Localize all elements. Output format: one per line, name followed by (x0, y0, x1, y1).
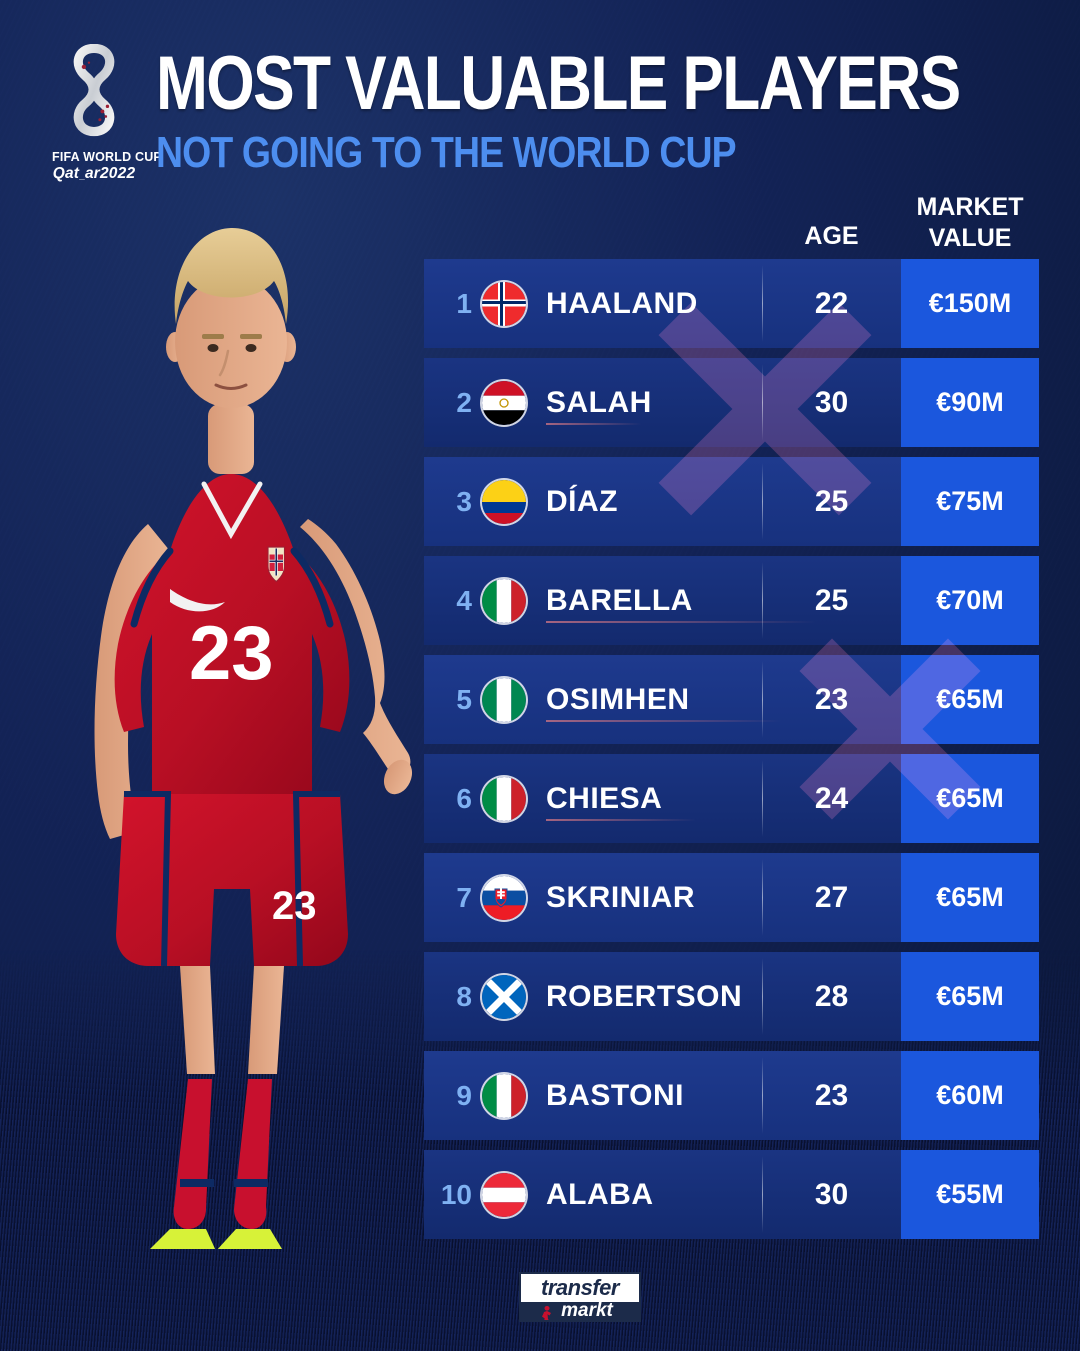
svg-text:23: 23 (189, 611, 274, 696)
svg-text:23: 23 (272, 884, 317, 928)
